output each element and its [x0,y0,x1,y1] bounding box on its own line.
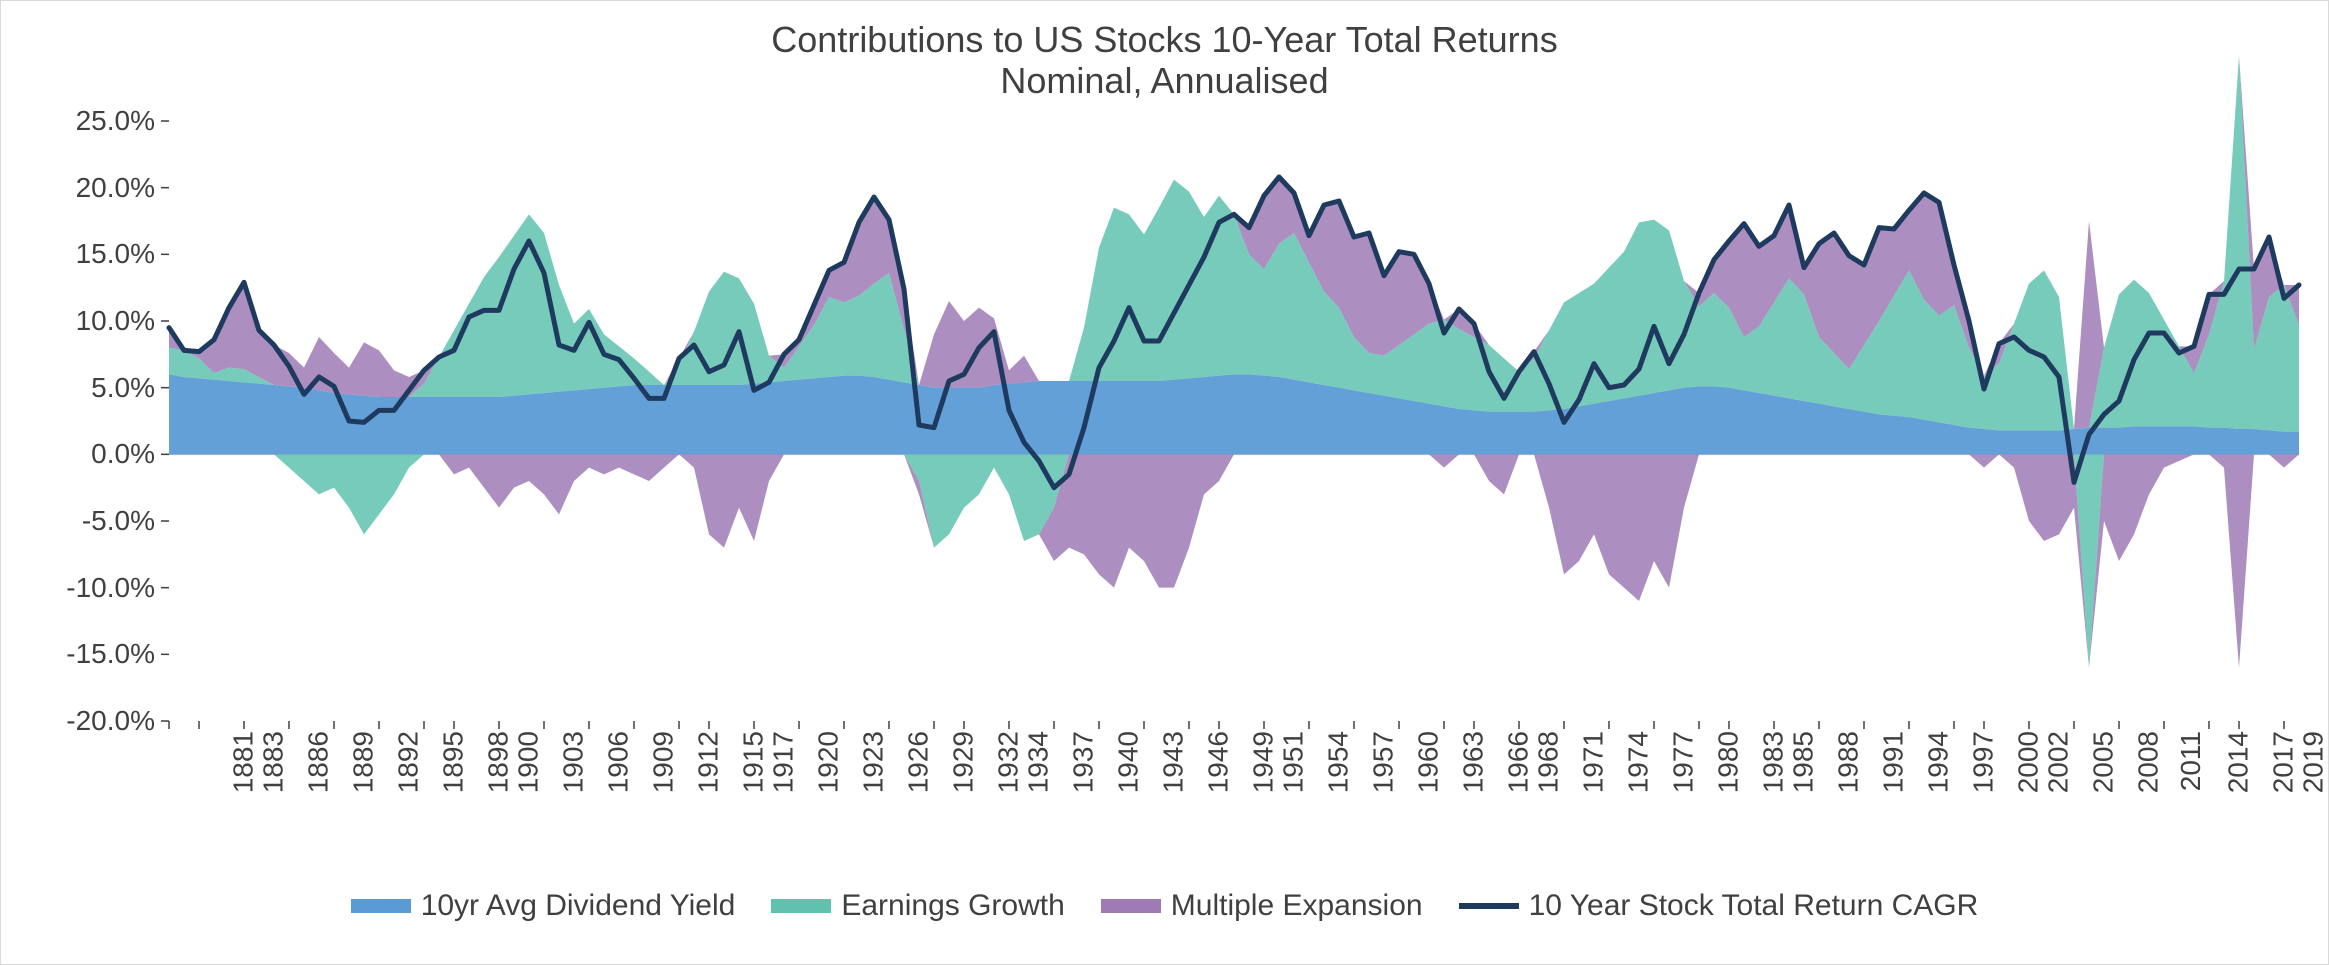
x-tick-label: 1974 [1622,731,1654,793]
legend-label-total: 10 Year Stock Total Return CAGR [1529,889,1979,923]
x-tick-label: 1957 [1367,731,1399,793]
x-tick-label: 1968 [1532,731,1564,793]
x-tick-label: 1940 [1112,731,1144,793]
legend-item-dividend: 10yr Avg Dividend Yield [351,889,736,923]
y-tick-label: -5.0% [82,505,155,537]
x-tick-label: 1886 [302,731,334,793]
y-tick-label: -10.0% [66,572,155,604]
x-tick-label: 1960 [1412,731,1444,793]
swatch-multiple [1101,899,1161,913]
x-tick-label: 1963 [1457,731,1489,793]
x-axis: 18811883 1886 1889 1892 1895 18981900 1903 1906… [169,731,2299,881]
y-tick-label: 20.0% [76,172,155,204]
chart-title: Contributions to US Stocks 10-Year Total… [1,19,2328,102]
legend-label-multiple: Multiple Expansion [1171,889,1423,923]
x-tick-label: 2017 [2267,731,2299,793]
x-tick-label: 1934 [1022,731,1054,793]
x-tick-label: 1895 [437,731,469,793]
legend-label-earnings: Earnings Growth [841,889,1064,923]
x-tick-label: 1900 [512,731,544,793]
x-tick-label: 2000 [2012,731,2044,793]
x-tick-label: 1991 [1877,731,1909,793]
swatch-earnings [771,899,831,913]
x-tick-label: 1903 [557,731,589,793]
x-tick-label: 1912 [692,731,724,793]
y-tick-label: 0.0% [91,438,155,470]
x-tick-label: 1883 [257,731,289,793]
x-tick-label: 1917 [767,731,799,793]
title-line-1: Contributions to US Stocks 10-Year Total… [1,19,2328,60]
x-tick-label: 2008 [2132,731,2164,793]
x-tick-label: 2005 [2087,731,2119,793]
x-tick-label: 1971 [1577,731,1609,793]
x-tick-label: 1898 [482,731,514,793]
y-tick-label: -15.0% [66,638,155,670]
legend: 10yr Avg Dividend Yield Earnings Growth … [1,889,2328,923]
x-tick-label: 1980 [1712,731,1744,793]
x-tick-label: 1949 [1247,731,1279,793]
y-axis: -20.0%-15.0%-10.0%-5.0%0.0%5.0%10.0%15.0… [1,121,155,721]
x-tick-label: 1997 [1967,731,1999,793]
x-tick-label: 2002 [2042,731,2074,793]
x-tick-label: 1926 [902,731,934,793]
x-tick-label: 1909 [647,731,679,793]
legend-item-total: 10 Year Stock Total Return CAGR [1459,889,1979,923]
x-tick-label: 2019 [2297,731,2329,793]
x-tick-label: 1937 [1067,731,1099,793]
x-tick-label: 1943 [1157,731,1189,793]
legend-item-earnings: Earnings Growth [771,889,1064,923]
chart-container: Contributions to US Stocks 10-Year Total… [0,0,2329,965]
x-tick-label: 2011 [2175,731,2207,791]
x-tick-label: 1881 [227,731,259,793]
x-tick-label: 1932 [992,731,1024,793]
x-tick-label: 1920 [812,731,844,793]
legend-label-dividend: 10yr Avg Dividend Yield [421,889,736,923]
x-tick-label: 2014 [2222,731,2254,793]
x-tick-label: 1954 [1322,731,1354,793]
x-tick-label: 1929 [947,731,979,793]
x-tick-label: 1946 [1202,731,1234,793]
x-tick-label: 1988 [1832,731,1864,793]
title-line-2: Nominal, Annualised [1,60,2328,101]
x-tick-label: 1966 [1502,731,1534,793]
x-tick-label: 1983 [1757,731,1789,793]
x-tick-label: 1994 [1922,731,1954,793]
y-tick-label: 10.0% [76,305,155,337]
x-tick-label: 1977 [1667,731,1699,793]
x-tick-label: 1985 [1787,731,1819,793]
swatch-dividend [351,899,411,913]
y-tick-label: 5.0% [91,372,155,404]
y-tick-label: -20.0% [66,705,155,737]
swatch-total [1459,903,1519,909]
legend-item-multiple: Multiple Expansion [1101,889,1423,923]
x-tick-label: 1951 [1277,731,1309,793]
x-tick-label: 1915 [737,731,769,793]
x-tick-label: 1889 [347,731,379,793]
x-tick-label: 1906 [602,731,634,793]
x-tick-label: 1892 [392,731,424,793]
plot-area [169,121,2299,721]
y-tick-label: 25.0% [76,105,155,137]
x-tick-label: 1923 [857,731,889,793]
y-tick-label: 15.0% [76,238,155,270]
